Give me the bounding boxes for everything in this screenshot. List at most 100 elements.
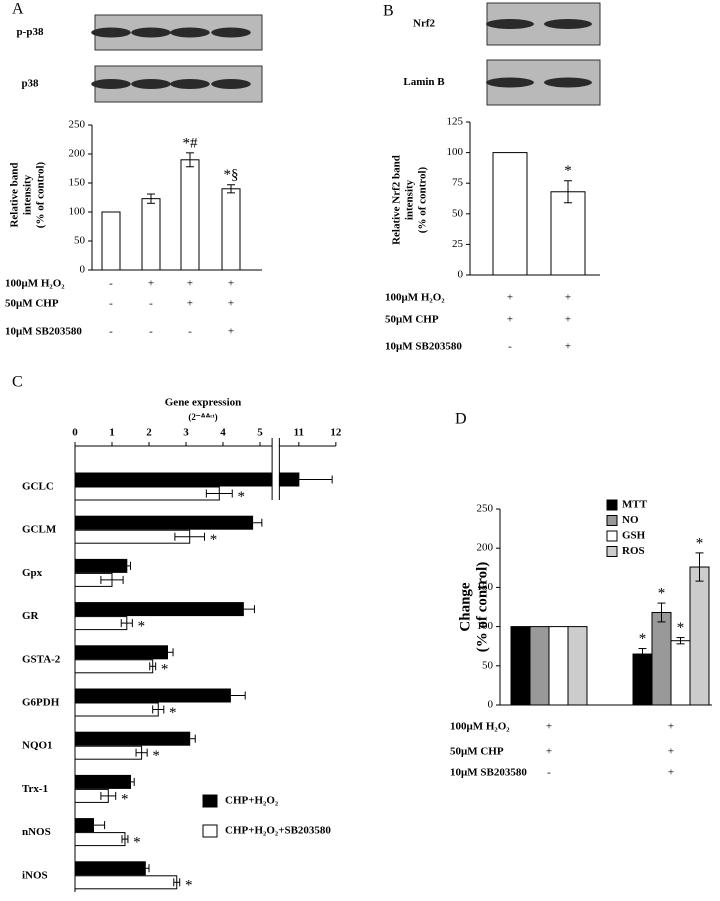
y-axis-label: intensity <box>22 174 34 215</box>
legend-swatch <box>606 499 618 511</box>
bar <box>74 832 126 847</box>
bar <box>74 774 131 789</box>
blot-band <box>211 27 251 38</box>
significance-mark: * <box>138 619 146 635</box>
y-tick-label: 100 <box>477 620 494 632</box>
significance-mark: *§ <box>224 167 239 183</box>
significance-mark: * <box>639 631 647 647</box>
treatment-sign: - <box>149 326 153 338</box>
y-axis-label: intensity <box>404 179 416 220</box>
y-axis-label: (% of control) <box>417 166 429 233</box>
legend-swatch <box>202 824 218 838</box>
bar <box>74 486 220 501</box>
blot-label: p38 <box>21 78 39 90</box>
y-tick-label: 100 <box>69 206 86 218</box>
y-tick-label: 150 <box>69 177 86 189</box>
x-tick-label: 2 <box>146 427 152 439</box>
bar <box>74 558 128 573</box>
bar <box>74 616 128 631</box>
significance-mark: * <box>161 662 169 678</box>
y-tick-label: 50 <box>452 207 464 219</box>
blot-label: Lamin B <box>403 76 445 88</box>
treatment-label: 100μM H₂O₂ <box>385 292 445 304</box>
treatment-sign: + <box>668 746 674 758</box>
bar <box>74 861 146 876</box>
blot-band <box>91 79 131 89</box>
y-axis-label: Relative Nrf2 band <box>391 155 403 245</box>
treatment-sign: - <box>508 341 512 353</box>
bar <box>492 152 528 276</box>
blot-band <box>544 77 592 88</box>
treatment-sign: + <box>228 298 234 310</box>
legend-label: MTT <box>622 499 648 511</box>
treatment-sign: + <box>565 314 571 326</box>
y-axis-label: Relative band <box>9 162 21 227</box>
bar <box>74 515 254 530</box>
y-axis-label: (% of control) <box>35 161 47 228</box>
category-label: G6PDH <box>22 697 60 709</box>
y-tick-label: 25 <box>452 238 464 250</box>
bar <box>221 188 241 271</box>
category-label: GCLC <box>22 481 54 493</box>
treatment-sign: - <box>149 298 153 310</box>
treatment-sign: + <box>668 767 674 779</box>
y-tick-label: 50 <box>482 659 494 671</box>
y-tick-label: 125 <box>447 116 464 128</box>
category-label: GR <box>22 610 40 622</box>
bar <box>101 211 121 271</box>
treatment-label: 50μM CHP <box>5 298 59 310</box>
treatment-sign: - <box>188 326 192 338</box>
bar <box>74 688 231 703</box>
bar <box>689 566 710 706</box>
chart-title: Gene expression <box>165 397 242 409</box>
legend-label: CHP+H₂O₂+SB203580 <box>225 825 331 837</box>
blot-label: Nrf2 <box>413 18 435 30</box>
y-tick-label: 0 <box>488 699 494 711</box>
treatment-sign: + <box>507 292 513 304</box>
y-tick-label: 250 <box>477 503 494 515</box>
category-label: GSTA-2 <box>22 653 61 665</box>
x-tick-label: 12 <box>330 427 342 439</box>
category-label: nNOS <box>22 826 51 838</box>
bar <box>74 731 191 746</box>
treatment-sign: - <box>109 278 113 290</box>
blot-band <box>170 27 210 38</box>
x-tick-label: 1 <box>109 427 115 439</box>
panel-label: A <box>12 1 24 18</box>
y-tick-label: 100 <box>447 146 464 158</box>
y-tick-label: 0 <box>80 264 86 276</box>
significance-mark: * <box>185 878 193 894</box>
treatment-sign: + <box>546 721 552 733</box>
significance-mark: * <box>152 748 160 764</box>
blot-band <box>131 79 171 89</box>
treatment-label: 10μM SB203580 <box>5 326 82 338</box>
significance-mark: * <box>121 791 129 807</box>
legend-swatch <box>606 530 618 542</box>
x-tick-label: 4 <box>220 427 226 439</box>
bar <box>74 602 244 617</box>
treatment-sign: - <box>547 767 551 779</box>
bar <box>74 702 159 717</box>
significance-mark: * <box>169 705 177 721</box>
treatment-sign: + <box>507 314 513 326</box>
bar <box>180 159 200 271</box>
panel-label: D <box>455 411 467 428</box>
bar <box>74 659 154 674</box>
treatment-sign: + <box>565 292 571 304</box>
y-tick-label: 0 <box>458 269 464 281</box>
bar <box>567 626 588 706</box>
panel-label: B <box>383 3 394 20</box>
blot-band <box>486 77 534 88</box>
blot-band <box>544 19 592 29</box>
chart-subtitle: (2⁻ᐞᐞᶜᵗ) <box>188 412 217 422</box>
treatment-label: 100μM H₂O₂ <box>450 721 510 733</box>
bar <box>141 198 161 271</box>
treatment-sign: + <box>228 326 234 338</box>
treatment-sign: + <box>187 278 193 290</box>
x-tick-label: 11 <box>294 427 304 439</box>
y-tick-label: 150 <box>477 581 494 593</box>
bar <box>74 875 178 890</box>
bar <box>74 745 143 760</box>
x-tick-label: 3 <box>183 427 189 439</box>
bar <box>550 191 586 276</box>
